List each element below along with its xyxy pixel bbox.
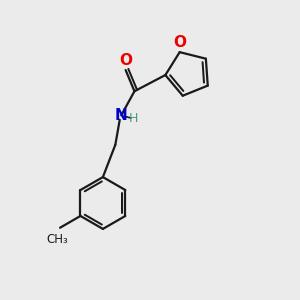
Text: O: O bbox=[119, 53, 132, 68]
Text: N: N bbox=[115, 108, 128, 123]
Text: H: H bbox=[129, 112, 138, 125]
Text: O: O bbox=[173, 35, 186, 50]
Text: CH₃: CH₃ bbox=[47, 233, 69, 246]
